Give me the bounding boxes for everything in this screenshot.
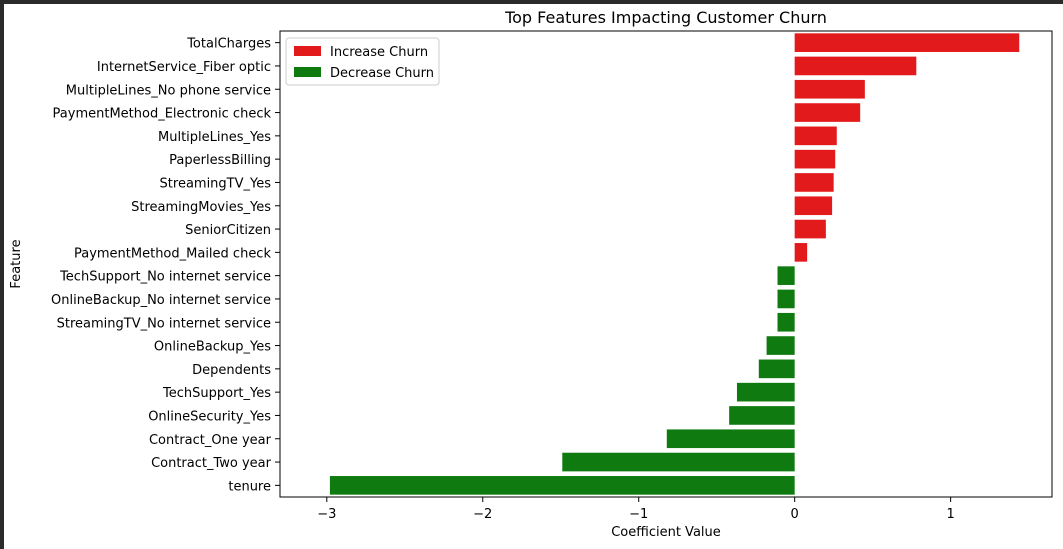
bar-4 — [794, 126, 837, 146]
y-tick-label: Contract_Two year — [151, 456, 272, 471]
bar-8 — [794, 219, 826, 239]
x-tick-label: −2 — [473, 507, 492, 522]
y-tick-label: TechSupport_No internet service — [59, 270, 271, 285]
y-tick-label: StreamingTV_Yes — [160, 176, 272, 191]
bar-7 — [794, 196, 833, 216]
y-tick-label: Dependents — [192, 363, 271, 378]
bar-6 — [794, 173, 834, 192]
legend-swatch — [294, 46, 321, 56]
y-tick-label: TechSupport_Yes — [162, 386, 271, 401]
y-tick-label: SeniorCitizen — [185, 223, 271, 238]
y-tick-label: StreamingMovies_Yes — [131, 200, 271, 215]
y-axis-title: Feature — [9, 239, 24, 288]
y-tick-label: OnlineBackup_Yes — [154, 340, 271, 355]
y-tick-label: Contract_One year — [149, 433, 272, 448]
bar-10 — [777, 266, 795, 285]
legend-label: Decrease Churn — [330, 66, 434, 81]
legend-swatch — [294, 67, 321, 77]
x-tick-label: −3 — [317, 507, 336, 522]
bar-5 — [794, 149, 836, 169]
y-tick-label: PaymentMethod_Mailed check — [74, 246, 271, 261]
bar-1 — [794, 56, 917, 76]
bar-15 — [736, 382, 795, 402]
figure: Top Features Impacting Customer Churn To… — [4, 4, 1063, 549]
y-tick-label: MultipleLines_No phone service — [66, 83, 271, 98]
y-tick-label: PaymentMethod_Electronic check — [53, 107, 272, 122]
legend: Increase Churn Decrease Churn — [285, 37, 440, 86]
bar-2 — [794, 79, 865, 99]
x-axis-ticks: −3 −2 −1 0 1 — [317, 497, 955, 522]
bar-17 — [666, 429, 795, 449]
bar-16 — [729, 406, 795, 425]
x-tick-label: 0 — [791, 507, 799, 522]
legend-box — [285, 37, 440, 86]
bar-13 — [766, 336, 795, 355]
y-tick-label: TotalCharges — [186, 37, 271, 52]
bar-9 — [794, 243, 808, 262]
plot-frame — [279, 30, 1053, 498]
bar-12 — [777, 312, 795, 332]
x-axis-title: Coefficient Value — [611, 525, 721, 540]
bar-3 — [794, 103, 861, 122]
bar-0 — [794, 33, 1020, 52]
y-tick-label: tenure — [228, 479, 271, 494]
y-tick-label: OnlineBackup_No internet service — [51, 293, 271, 308]
y-tick-label: MultipleLines_Yes — [158, 130, 271, 145]
y-tick-label: StreamingTV_No internet service — [57, 316, 271, 331]
y-axis-ticks: TotalCharges InternetService_Fiber optic M… — [51, 37, 280, 494]
bar-14 — [758, 359, 795, 379]
bar-18 — [562, 452, 795, 472]
chart-title: Top Features Impacting Customer Churn — [504, 8, 827, 27]
x-tick-label: 1 — [946, 507, 954, 522]
bars-group — [329, 33, 1020, 495]
bar-11 — [777, 289, 795, 309]
y-tick-label: OnlineSecurity_Yes — [148, 409, 271, 424]
churn-feature-chart: Top Features Impacting Customer Churn To… — [9, 8, 1053, 540]
y-tick-label: PaperlessBilling — [169, 153, 271, 168]
y-tick-label: InternetService_Fiber optic — [97, 60, 271, 75]
bar-19 — [329, 476, 795, 495]
legend-label: Increase Churn — [330, 45, 428, 60]
x-tick-label: −1 — [629, 507, 648, 522]
